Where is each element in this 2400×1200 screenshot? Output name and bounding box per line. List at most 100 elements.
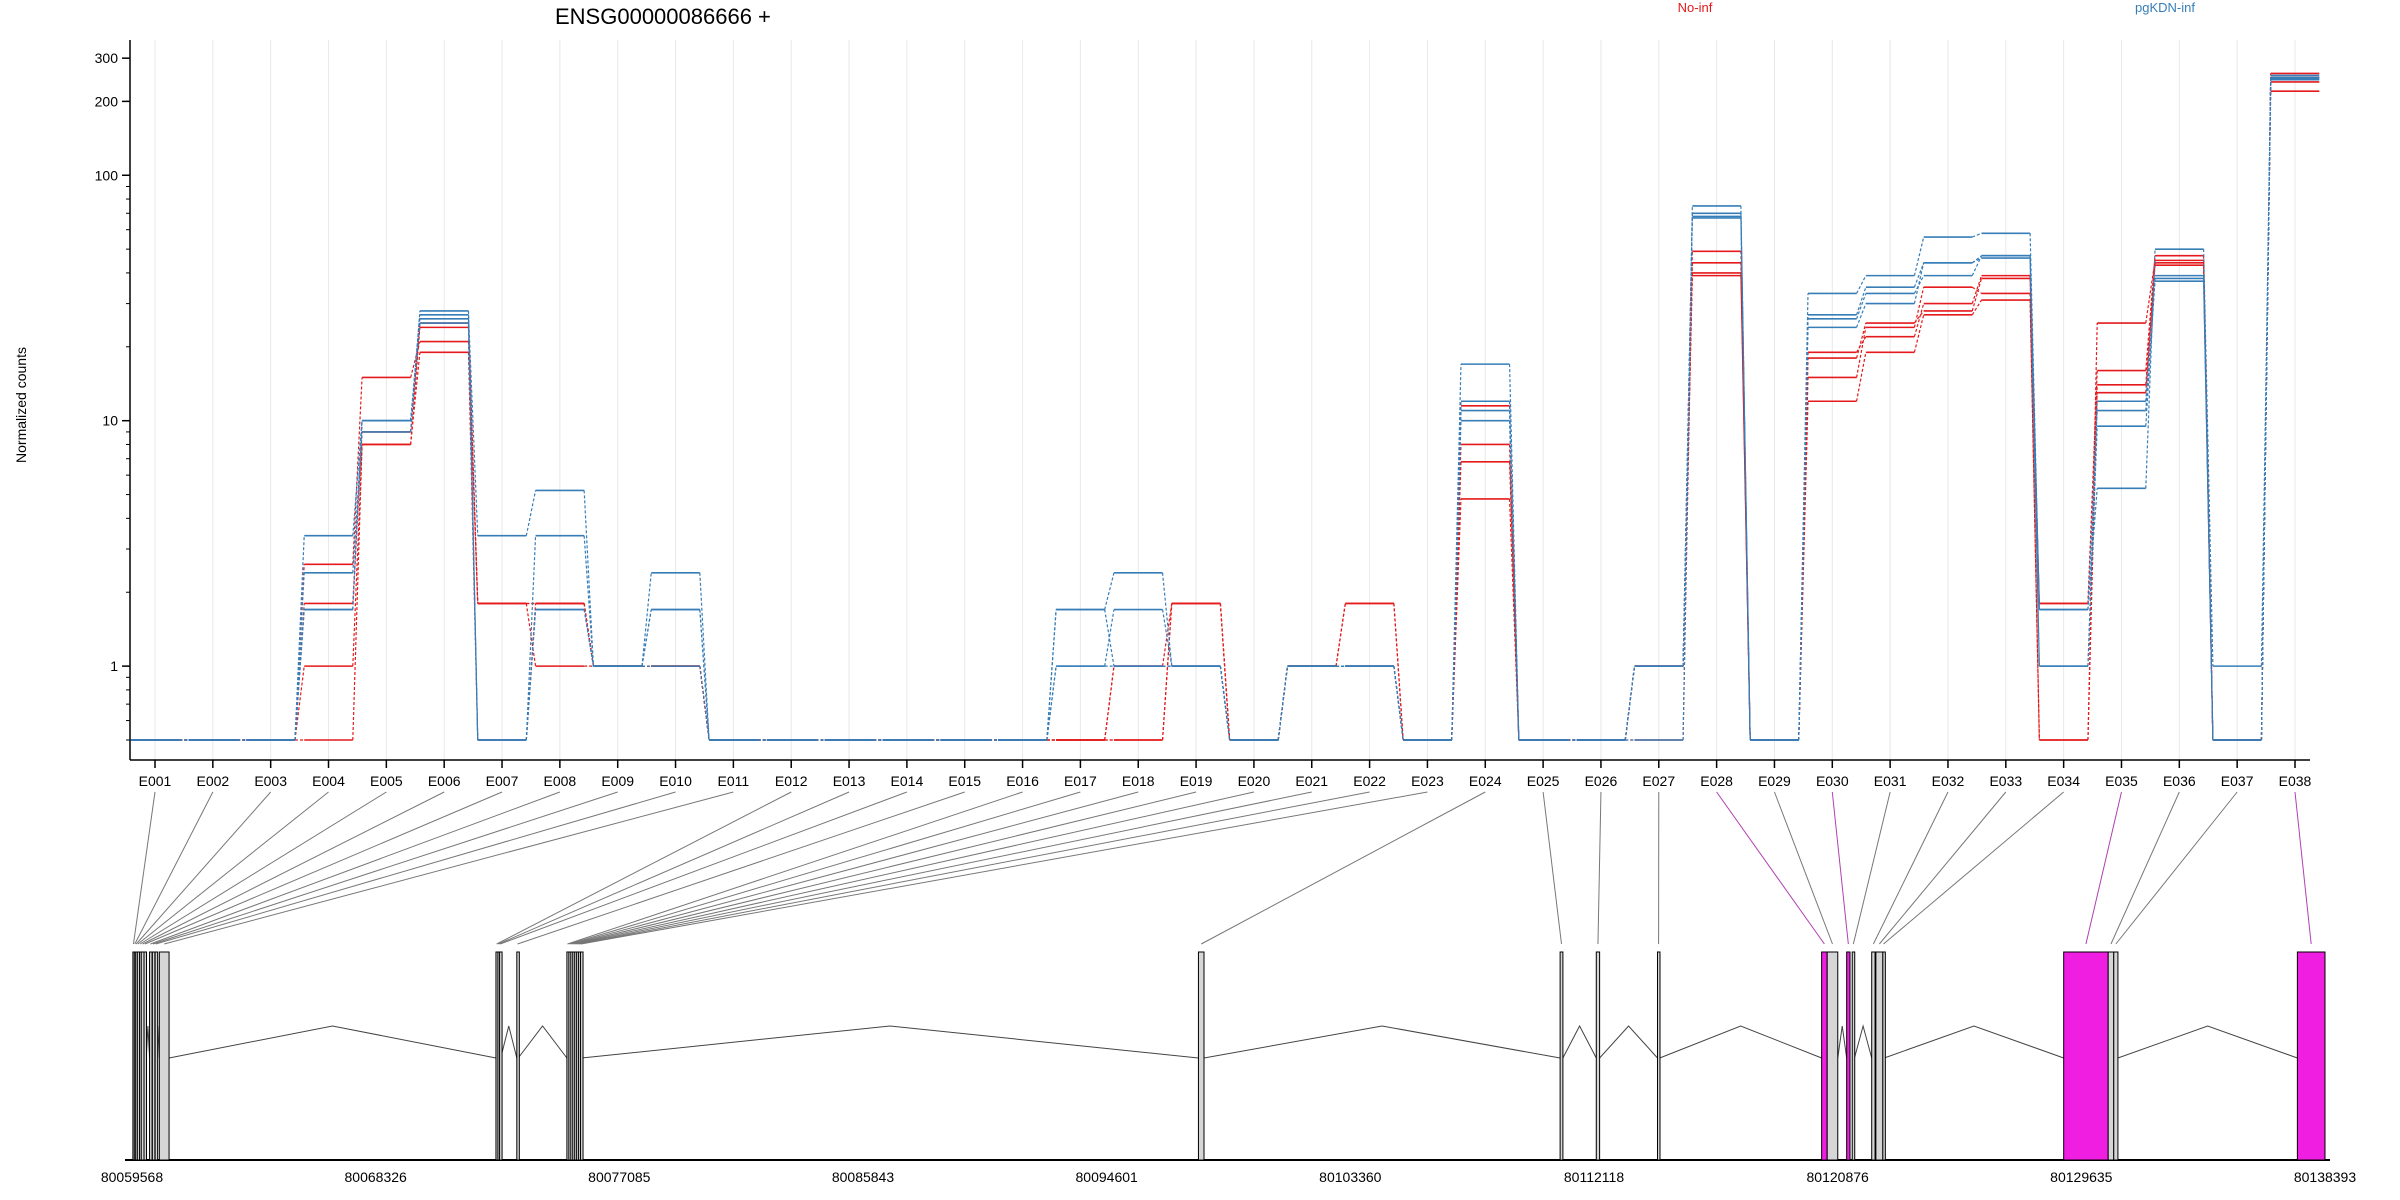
series-connector bbox=[2145, 260, 2156, 324]
x-tick-label: E032 bbox=[1932, 773, 1965, 789]
series-connector bbox=[1856, 275, 1867, 294]
exon-connector bbox=[1878, 791, 2007, 945]
intron-line bbox=[500, 1025, 518, 1059]
series-no-inf bbox=[130, 76, 2320, 741]
exon-box bbox=[1882, 951, 1886, 1161]
series-connector bbox=[2145, 278, 2156, 427]
exon-box bbox=[1846, 951, 1851, 1161]
intron-line bbox=[1884, 1025, 2064, 1059]
series-connector bbox=[1971, 278, 1983, 312]
intron-line bbox=[168, 1025, 497, 1059]
series-connector bbox=[1913, 262, 1925, 304]
x-tick-label: E031 bbox=[1874, 773, 1907, 789]
exon-box bbox=[1559, 951, 1564, 1161]
x-tick-label: E017 bbox=[1064, 773, 1097, 789]
series-connector bbox=[525, 535, 537, 741]
series-connector bbox=[583, 535, 595, 667]
series-connector bbox=[1161, 572, 1173, 667]
exon-connector bbox=[581, 791, 1428, 945]
exon-box bbox=[151, 951, 156, 1161]
x-tick-label: E034 bbox=[2047, 773, 2080, 789]
x-tick-label: E037 bbox=[2221, 773, 2254, 789]
series-connector bbox=[1913, 287, 1925, 328]
series-connector bbox=[1856, 336, 1867, 353]
x-tick-label: E026 bbox=[1585, 773, 1618, 789]
intron-line bbox=[1659, 1025, 1822, 1059]
series-connector bbox=[1393, 603, 1404, 741]
intron-line bbox=[1837, 1025, 1848, 1059]
x-tick-label: E011 bbox=[718, 773, 750, 789]
series-connector bbox=[1508, 420, 1520, 741]
exon-connector bbox=[496, 791, 792, 945]
series-connector bbox=[410, 310, 421, 432]
series-connector bbox=[2087, 426, 2098, 667]
x-tick-label: E008 bbox=[544, 773, 577, 789]
series-connector bbox=[467, 314, 479, 536]
coordinate-tick-label: 80120876 bbox=[1807, 1169, 1870, 1185]
x-tick-label: E023 bbox=[1411, 773, 1444, 789]
series-connector bbox=[294, 535, 305, 741]
series-connector bbox=[2029, 255, 2040, 610]
series-connector bbox=[1971, 286, 1982, 294]
series-connector bbox=[1856, 293, 1867, 320]
exon-box bbox=[1871, 951, 1876, 1161]
exon-connector bbox=[155, 791, 676, 945]
exon-box bbox=[1656, 951, 1661, 1161]
exon-connector bbox=[1773, 791, 1833, 945]
gene-model: 80059568 80068326 80077085 80085843 80094601… bbox=[101, 791, 2357, 1185]
x-tick-label: E012 bbox=[775, 773, 808, 789]
x-tick-label: E015 bbox=[948, 773, 981, 789]
exon-connector bbox=[139, 791, 387, 945]
exon-box bbox=[1595, 951, 1601, 1161]
x-tick-label: E036 bbox=[2163, 773, 2196, 789]
coordinate-tick-label: 80138393 bbox=[2294, 1169, 2357, 1185]
series-connector bbox=[1856, 322, 1867, 359]
exon-connector bbox=[134, 791, 214, 945]
x-tick-label: E022 bbox=[1353, 773, 1386, 789]
exon-connector bbox=[2110, 791, 2180, 945]
x-tick-label: E016 bbox=[1006, 773, 1039, 789]
exon-connector bbox=[135, 791, 272, 945]
series-pgkdn-inf bbox=[130, 74, 2320, 741]
series-connector bbox=[410, 322, 421, 432]
series-connector bbox=[1913, 236, 1925, 276]
chart-title: ENSG00000086666 + bbox=[555, 4, 771, 29]
x-tick-label: E029 bbox=[1758, 773, 1791, 789]
exon-connector bbox=[1716, 791, 1825, 945]
series-connector bbox=[352, 444, 363, 667]
series-connector bbox=[1335, 603, 1346, 667]
exon-box bbox=[499, 951, 503, 1161]
coordinate-tick-label: 80112118 bbox=[1564, 1169, 1624, 1185]
x-tick-label: E010 bbox=[659, 773, 692, 789]
x-tick-label: E038 bbox=[2279, 773, 2312, 789]
coordinate-tick-label: 80103360 bbox=[1319, 1169, 1382, 1185]
exon-connector bbox=[2115, 791, 2238, 945]
exon-connector bbox=[132, 791, 156, 945]
x-tick-label: E021 bbox=[1295, 773, 1328, 789]
series-connector bbox=[1855, 327, 1867, 378]
x-tick-label: E035 bbox=[2105, 773, 2138, 789]
exon-box bbox=[149, 951, 153, 1161]
series-connector bbox=[1971, 299, 1983, 316]
series-connector bbox=[1971, 257, 1982, 264]
exon-connector bbox=[517, 791, 965, 945]
legend-entry-pgkdn-inf: pgKDN-inf bbox=[2135, 0, 2195, 15]
x-tick-label: E002 bbox=[196, 773, 229, 789]
series-connector bbox=[1971, 255, 1983, 276]
exon-connector bbox=[1200, 791, 1486, 945]
series-connector bbox=[2029, 300, 2040, 741]
x-tick-label: E028 bbox=[1700, 773, 1733, 789]
series-connector bbox=[1219, 603, 1231, 741]
series-pgkdn-inf bbox=[130, 78, 2320, 741]
series-connector bbox=[1913, 314, 1925, 353]
y-axis-label: Normalized counts bbox=[13, 347, 29, 463]
series-connector bbox=[699, 609, 710, 741]
series-connector bbox=[1913, 262, 1925, 288]
coordinate-tick-label: 80068326 bbox=[345, 1169, 408, 1185]
series-pgkdn-inf bbox=[130, 76, 2320, 741]
x-tick-label: E005 bbox=[370, 773, 403, 789]
exon-connector bbox=[499, 791, 908, 945]
x-tick-label: E018 bbox=[1122, 773, 1155, 789]
exon-box bbox=[1875, 951, 1884, 1161]
exon-connector bbox=[1872, 791, 1949, 945]
